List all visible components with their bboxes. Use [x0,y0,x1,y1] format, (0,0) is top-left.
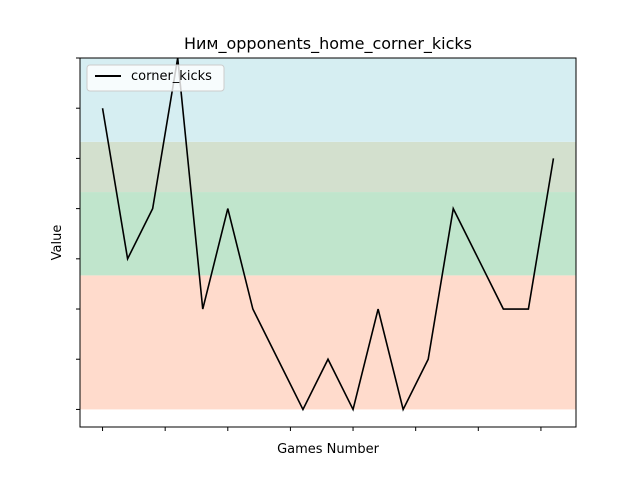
legend-box [86,64,225,92]
plot-frame [79,57,577,428]
background-band-1 [80,192,576,276]
background-band-2 [80,141,576,193]
legend: corner_kicks [86,64,225,92]
y-axis-label: Value [50,225,65,261]
ticks-layer [76,57,542,431]
background-band-0 [80,275,576,410]
chart-title: Ним_opponents_home_corner_kicks [184,34,472,54]
legend-label: corner_kicks [131,69,212,84]
x-axis-label: Games Number [277,442,379,457]
background-bands [80,58,576,410]
